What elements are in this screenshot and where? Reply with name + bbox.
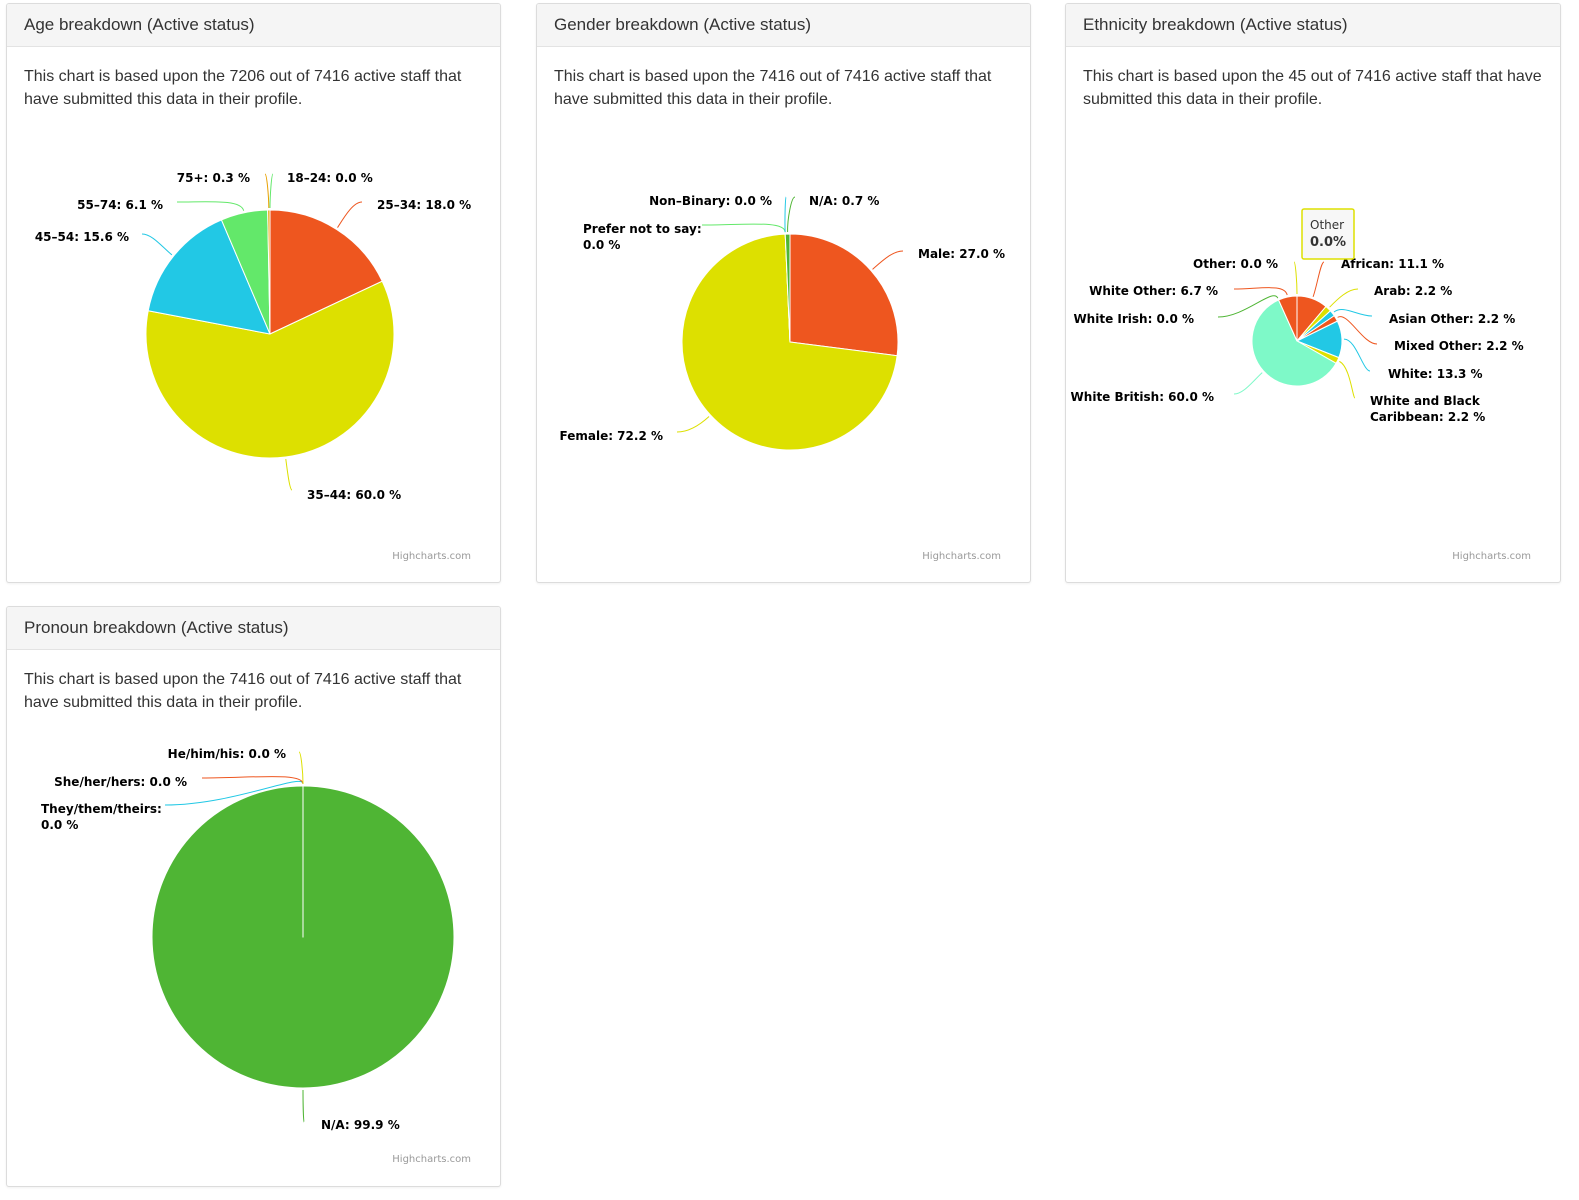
data-label-she-her-hers: She/her/hers: 0.0 % <box>54 775 187 789</box>
data-label-55-74: 55–74: 6.1 % <box>77 198 163 212</box>
tooltip-box <box>1301 208 1355 260</box>
connector-lines <box>164 751 305 1123</box>
data-label-18-24: 18–24: 0.0 % <box>287 171 373 185</box>
data-label-white-other: White Other: 6.7 % <box>1089 284 1218 298</box>
age-breakdown-card: Age breakdown (Active status) This chart… <box>6 3 501 583</box>
data-label-asian-other: Asian Other: 2.2 % <box>1389 312 1515 326</box>
card-title: Pronoun breakdown (Active status) <box>7 607 500 650</box>
connector-35-44 <box>285 458 293 491</box>
connector-male <box>872 250 904 270</box>
data-label-white: White: 13.3 % <box>1388 367 1483 381</box>
connector-n-a <box>787 196 796 233</box>
pie-slices <box>151 785 455 1089</box>
data-label-n-a: N/A: 99.9 % <box>321 1118 400 1132</box>
card-description: This chart is based upon the 7416 out of… <box>24 671 462 711</box>
pie-slices <box>1251 295 1343 387</box>
connector-african <box>1312 261 1325 298</box>
pie-slice-35-44[interactable] <box>145 280 395 459</box>
data-labels: N/A: 99.9 % They/them/theirs: 0.0 % She/her… <box>41 747 400 1132</box>
data-label-white-british: White British: 60.0 % <box>1071 390 1214 404</box>
data-label-african: African: 11.1 % <box>1341 257 1444 271</box>
connector-lines <box>141 173 363 491</box>
connector-lines <box>676 196 904 433</box>
pronoun-pie-chart: N/A: 99.9 % They/them/theirs: 0.0 % She/her… <box>41 747 471 1165</box>
data-label-other: Other: 0.0 % <box>1193 257 1278 271</box>
data-label-he-him-his: He/him/his: 0.0 % <box>168 747 286 761</box>
highcharts-credits[interactable]: Highcharts.com <box>392 551 471 562</box>
connector-45-54 <box>141 233 173 256</box>
connector-mixed-other <box>1337 316 1378 345</box>
connector-prefer-not-to-say <box>701 223 786 233</box>
gender-pie-chart: Male: 27.0 % Female: 72.2 % Prefer not to … <box>560 194 1006 562</box>
connector-other <box>1293 261 1298 295</box>
ethnicity-breakdown-card: Ethnicity breakdown (Active status) This… <box>1065 3 1561 583</box>
card-description: This chart is based upon the 7206 out of… <box>24 68 462 108</box>
connector-arab <box>1329 288 1359 308</box>
connector-75 <box>264 173 270 209</box>
age-pie-chart: 18–24: 0.0 % 25–34: 18.0 % 35–44: 60.0 % 45… <box>35 171 471 562</box>
data-label-25-34: 25–34: 18.0 % <box>377 198 471 212</box>
highcharts-credits[interactable]: Highcharts.com <box>922 551 1001 562</box>
pie-slice-75[interactable] <box>267 209 271 335</box>
connector-they-them-theirs <box>164 780 304 806</box>
card-description: This chart is based upon the 7416 out of… <box>554 68 992 108</box>
connector-white-other <box>1233 287 1288 296</box>
chart-tooltip: Other 0.0% <box>1301 208 1355 260</box>
pie-slice-white-british[interactable] <box>1251 299 1337 387</box>
highcharts-credits[interactable]: Highcharts.com <box>1452 551 1531 562</box>
gender-breakdown-card: Gender breakdown (Active status) This ch… <box>536 3 1031 583</box>
data-label-mixed-other: Mixed Other: 2.2 % <box>1394 339 1524 353</box>
data-labels: Male: 27.0 % Female: 72.2 % Prefer not to … <box>560 194 1006 443</box>
pie-slice-male[interactable] <box>789 233 899 357</box>
tooltip-name: Other <box>1310 218 1344 232</box>
connector-she-her-hers <box>201 776 304 785</box>
data-label-75: 75+: 0.3 % <box>177 171 250 185</box>
connector-white <box>1343 338 1371 372</box>
connector-white-and-black-caribbean <box>1339 360 1356 399</box>
pie-slice-25-34[interactable] <box>269 209 383 335</box>
ethnicity-pie-chart: African: 11.1 % Arab: 2.2 % Asian Other: 2… <box>1071 208 1531 562</box>
data-label-male: Male: 27.0 % <box>918 247 1005 261</box>
highcharts-credits[interactable]: Highcharts.com <box>392 1154 471 1165</box>
data-label-arab: Arab: 2.2 % <box>1374 284 1452 298</box>
data-label-white-irish: White Irish: 0.0 % <box>1073 312 1194 326</box>
connector-white-british <box>1233 372 1263 395</box>
data-label-45-54: 45–54: 15.6 % <box>35 230 129 244</box>
connector-female <box>676 416 710 433</box>
connector-18-24 <box>269 173 274 209</box>
pie-slice-n-a[interactable] <box>784 233 791 343</box>
data-labels: 18–24: 0.0 % 25–34: 18.0 % 35–44: 60.0 % 45… <box>35 171 471 502</box>
data-label-n-a: N/A: 0.7 % <box>809 194 879 208</box>
connector-55-74 <box>176 201 245 211</box>
connector-non-binary <box>784 196 787 233</box>
connector-n-a <box>302 1089 305 1123</box>
tooltip-value: 0.0% <box>1310 235 1346 250</box>
data-label-they-them-theirs: They/them/theirs: 0.0 % <box>41 802 162 832</box>
card-title: Gender breakdown (Active status) <box>537 4 1030 47</box>
connector-asian-other <box>1333 308 1373 317</box>
data-label-white-and-black-caribbean: White and Black Caribbean: 2.2 % <box>1370 394 1485 424</box>
data-label-prefer-not-to-say: Prefer not to say: 0.0 % <box>583 222 702 252</box>
pie-slices <box>681 233 899 451</box>
card-description: This chart is based upon the 45 out of 7… <box>1083 68 1542 108</box>
connector-lines <box>1217 261 1378 399</box>
data-label-35-44: 35–44: 60.0 % <box>307 488 401 502</box>
data-labels: African: 11.1 % Arab: 2.2 % Asian Other: 2… <box>1071 257 1524 424</box>
connector-he-him-his <box>298 751 304 785</box>
data-label-female: Female: 72.2 % <box>560 429 664 443</box>
card-title: Age breakdown (Active status) <box>7 4 500 47</box>
connector-25-34 <box>337 201 363 228</box>
connector-white-irish <box>1217 295 1279 318</box>
pronoun-breakdown-card: Pronoun breakdown (Active status) This c… <box>6 606 501 1187</box>
pie-slice-45-54[interactable] <box>147 219 271 335</box>
data-label-non-binary: Non–Binary: 0.0 % <box>649 194 772 208</box>
card-title: Ethnicity breakdown (Active status) <box>1066 4 1560 47</box>
pie-slices <box>145 209 395 459</box>
